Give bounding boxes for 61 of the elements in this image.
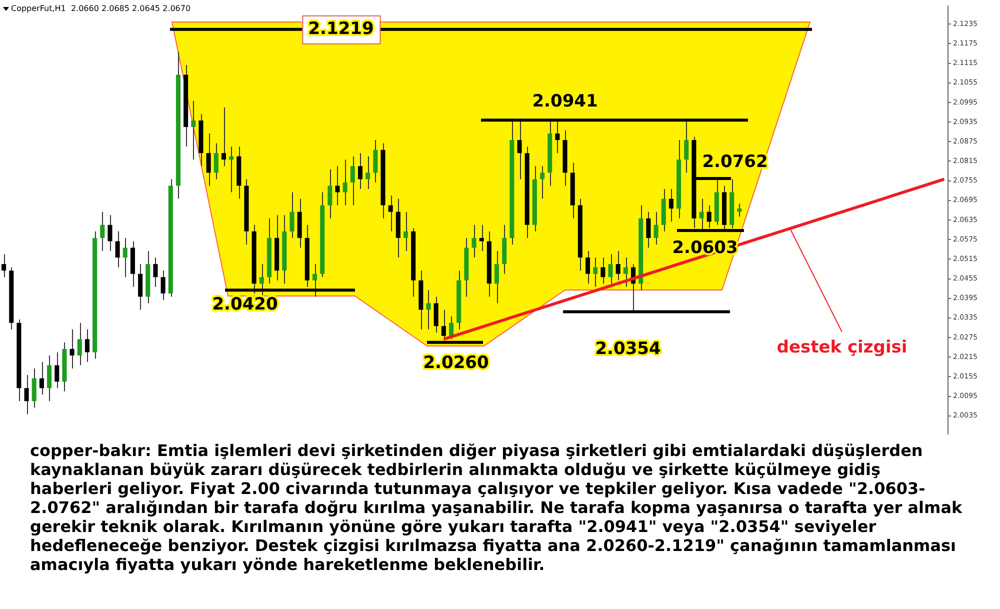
candlestick [593,257,598,288]
candlestick [84,328,90,362]
candlestick [494,250,500,304]
candlestick [646,211,651,248]
candlestick [426,290,431,330]
candlestick [479,224,484,252]
candlestick [77,322,82,366]
candlestick [623,257,628,288]
ref-line-label: 2.0354 [595,339,661,360]
candlestick [108,214,112,252]
candlestick [472,224,476,258]
candlestick [160,270,166,300]
candlestick [434,296,438,334]
candlestick [448,316,454,340]
candlestick [214,142,218,180]
candlestick [654,211,658,245]
candlestick [138,264,143,310]
candlestick [221,106,226,167]
candlestick [2,254,6,278]
ref-line-label: 2.0420 [212,294,278,315]
candlestick [358,152,363,190]
candlestick [328,168,332,219]
candlestick [290,192,294,238]
text: copper-bakır: Emtia işlemleri devi şirketinden diğer piyasa şirketleri gibi emtialardaki düşüşlerden kaynaklanan büyük zararı düşürecek tedbirlerin alınmakta olduğu ve şirkette küçülmeye gidiş haberleri geliyor. Fiyat 2.00 civarında tutunmaya çalışıyor ve tepkiler geliyor. Kısa vadede "2.0603-2.0762" aralığından bir tarafa doğru kırılma yaşanabilir. Ne tarafa kopma yaşanırsa o tarafta yer almak gerekir teknik olarak. Kırılmanın yönüne göre yukarı tarafta "2.0941" veya "2.0354" seviyeler hedefleneceğe benziyor. Destek çizgisi kırılmazsa fiyatta ana 2.0260-2.1219" çanağının tamamlanması amacıyla fiyatta yukarı yönde hareketlenme beklenebilir. [30,441,964,574]
candlestick [47,354,52,402]
candlestick [600,257,606,284]
candlestick [312,264,318,298]
candlestick [608,254,613,284]
candlestick [32,368,36,408]
candlestick [70,328,74,370]
candlestick [191,100,196,160]
text: destek çizgisi [776,337,908,358]
candlestick [388,195,393,232]
candlestick [699,198,704,232]
candlestick [668,188,674,222]
candlestick [684,120,689,174]
candlestick [122,237,128,278]
candlestick [403,211,408,252]
candlestick [229,146,234,193]
ref-line-label: 2.0941 [532,92,598,112]
ref-line-label: 2.1219 [308,18,374,39]
candlestick [335,166,340,206]
candlestick [206,133,211,186]
candlestick [100,211,105,252]
candlestick [24,374,29,415]
candlestick [585,250,590,284]
candlestick [540,166,545,200]
candlestick [441,309,446,340]
candlestick [54,352,60,389]
candlestick [39,361,44,396]
candlestick [115,230,120,268]
candlestick [350,156,355,206]
candlestick [373,140,378,183]
candlestick [366,156,370,190]
candlestick [259,264,264,298]
chart-title: CopperFut,H1 2.0660 2.0685 2.0645 2.0670 [11,4,191,14]
candlestick [342,159,348,206]
candlestick [153,257,158,288]
candlestick [737,203,742,218]
candlestick [616,250,620,281]
ref-line-label: 2.0260 [423,352,489,373]
